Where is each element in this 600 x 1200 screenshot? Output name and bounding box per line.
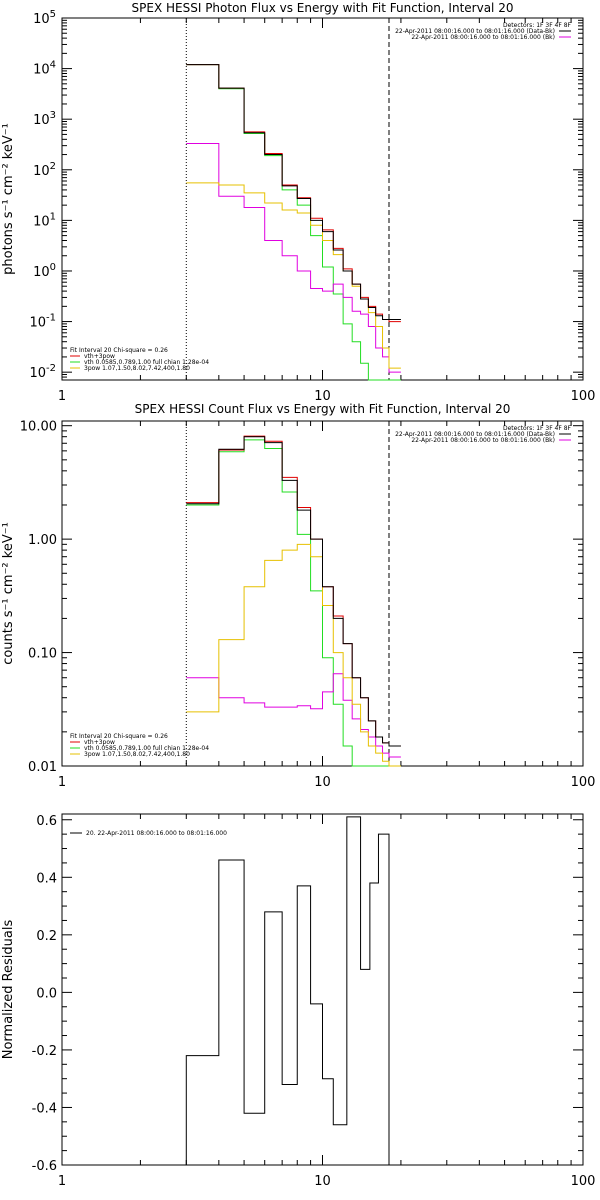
- legend-entry: 20. 22-Apr-2011 08:00:16.000 to 08:01:16…: [86, 830, 227, 837]
- y-tick-label: 0.0: [36, 986, 57, 1001]
- y-tick-label: 0.10: [28, 647, 57, 662]
- x-tick-label: 1: [58, 389, 66, 404]
- legend-entry: vth 0.0585,0.789,1.00 full chian 1.28e-0…: [84, 359, 209, 366]
- pow-line: [186, 182, 401, 369]
- y-tick-label: 0.6: [36, 814, 57, 829]
- y-tick-label: 101: [33, 211, 56, 229]
- y-tick-label: 105: [33, 9, 56, 27]
- y-tick-label: 0.4: [36, 871, 57, 886]
- legend-entry: 22-Apr-2011 08:00:16.000 to 08:01:16.000…: [395, 28, 555, 35]
- y-tick-label: 0.2: [36, 929, 57, 944]
- legend-entry: 22-Apr-2011 08:00:16.000 to 08:01:16.000…: [411, 437, 555, 444]
- y-tick-label: -0.6: [32, 1159, 57, 1174]
- y-tick-label: 10-2: [29, 363, 56, 381]
- y-tick-label: 102: [33, 161, 56, 179]
- legend-detectors: Detectors: 1F 3F 4F 8F: [503, 425, 572, 432]
- y-axis-label: photons s⁻¹ cm⁻² keV⁻¹: [1, 123, 16, 275]
- background-line: [186, 143, 401, 373]
- plot-frame: [61, 17, 584, 381]
- y-tick-label: -0.4: [32, 1101, 57, 1116]
- x-tick-label: 100: [571, 1174, 596, 1189]
- x-tick-label: 100: [571, 775, 596, 790]
- x-tick-label: 10: [314, 775, 331, 790]
- y-tick-label: 103: [33, 110, 56, 128]
- legend-entry: 3pow 1.07,1.50,8.02,7.42,400,1.80: [84, 751, 190, 758]
- legend-entry: 22-Apr-2011 08:00:16.000 to 08:01:16.000…: [411, 34, 555, 41]
- plot-frame: [61, 813, 584, 1166]
- y-tick-label: -0.2: [32, 1044, 57, 1059]
- chart-title: SPEX HESSI Photon Flux vs Energy with Fi…: [132, 1, 514, 15]
- residual-step-line: [185, 816, 390, 1165]
- chart-title: SPEX HESSI Count Flux vs Energy with Fit…: [135, 402, 511, 416]
- y-axis-label: counts s⁻¹ cm⁻² keV⁻¹: [1, 522, 16, 665]
- x-tick-label: 10: [314, 1174, 331, 1189]
- data-minus-bk-line: [186, 436, 401, 747]
- y-tick-label: 104: [33, 60, 56, 78]
- y-tick-label: 100: [33, 262, 56, 280]
- x-tick-label: 10: [314, 389, 331, 404]
- chart-photon: SPEX HESSI Photon Flux vs Energy with Fi…: [1, 1, 595, 404]
- legend-detectors: Detectors: 1F 3F 4F 8F: [503, 22, 572, 29]
- legend-entry: 22-Apr-2011 08:00:16.000 to 08:01:16.000…: [395, 431, 555, 438]
- legend-fit-header: Fit Interval 20 Chi-square = 0.26: [70, 347, 168, 354]
- y-tick-label: 1.00: [28, 533, 57, 548]
- y-tick-label: 10.00: [20, 420, 57, 435]
- legend-entry: vth+3pow: [84, 353, 115, 360]
- vth-line: [186, 64, 401, 381]
- chart-count: SPEX HESSI Count Flux vs Energy with Fit…: [1, 402, 595, 790]
- legend-entry: 3pow 1.07,1.50,8.02,7.42,400,1.80: [84, 365, 190, 372]
- pow-line: [186, 543, 401, 767]
- chart-resid: 1 10 100 -0.6 -0.4 -0.2 0.0 0.2 0.4 0.6 Normalized…: [1, 813, 596, 1189]
- x-tick-label: 1: [58, 775, 66, 790]
- legend-fit-header: Fit Interval 20 Chi-square = 0.26: [70, 733, 168, 740]
- y-axis-label: Normalized Residuals: [1, 920, 16, 1060]
- x-tick-label: 100: [571, 389, 596, 404]
- x-tick-label: 1: [58, 1174, 66, 1189]
- y-tick-label: 0.01: [28, 760, 57, 775]
- data-minus-bk-line: [186, 64, 401, 320]
- legend-entry: vth 0.0585,0.789,1.00 full chian 1.28e-0…: [84, 745, 209, 752]
- y-tick-label: 10-1: [29, 313, 56, 331]
- legend-entry: vth+3pow: [84, 739, 115, 746]
